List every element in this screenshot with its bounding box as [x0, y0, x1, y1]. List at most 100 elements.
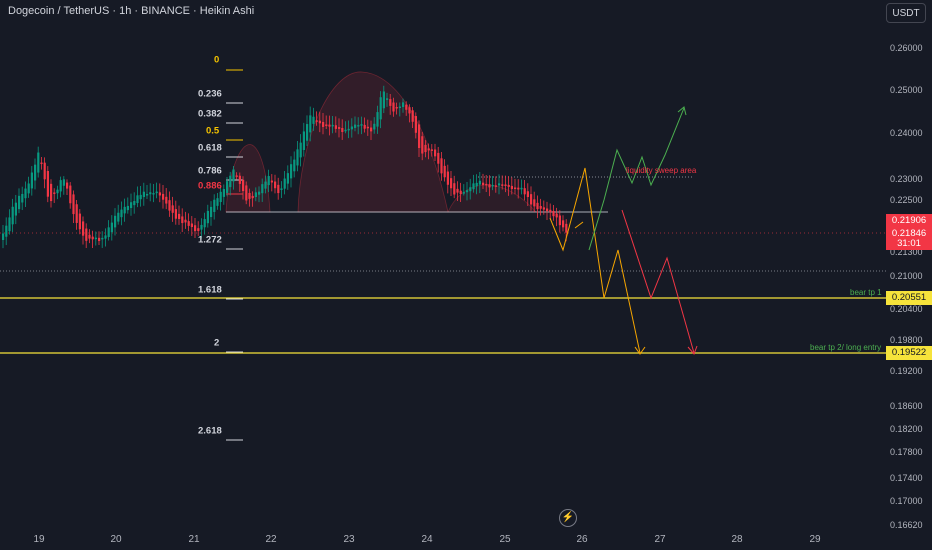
candle-body — [510, 185, 513, 190]
candle-body — [267, 176, 270, 186]
time-tick: 29 — [809, 534, 821, 545]
candle-body — [254, 192, 257, 198]
candle-body — [274, 181, 277, 189]
candle-body — [94, 237, 97, 240]
candle-body — [344, 129, 347, 132]
candle-body — [517, 187, 520, 190]
candle-body — [280, 188, 283, 190]
candle-body — [565, 223, 568, 233]
candle-body — [347, 128, 350, 131]
candle-body — [389, 99, 392, 106]
candle-body — [59, 180, 62, 192]
fib-label-1-272: 1.272 — [198, 234, 222, 246]
price-tick: 0.18600 — [890, 401, 923, 411]
candle-body — [386, 98, 389, 100]
candle-body — [261, 184, 264, 194]
price-tick: 0.23000 — [890, 174, 923, 184]
liquidity-sweep-label: liquidity sweep area — [626, 166, 697, 175]
candle-body — [296, 149, 299, 166]
candle-body — [430, 149, 433, 151]
candle-body — [536, 202, 539, 210]
projection-orange-arrowhead — [634, 346, 646, 355]
candle-body — [523, 188, 526, 195]
fib-label-1-618: 1.618 — [198, 284, 222, 296]
price-tick: 0.21300 — [890, 247, 923, 257]
candle-body — [293, 159, 296, 172]
candle-body — [520, 187, 523, 190]
candle-body — [117, 212, 120, 222]
candle-body — [142, 191, 145, 198]
candle-body — [456, 188, 459, 193]
candle-body — [30, 172, 33, 189]
candle-body — [171, 205, 174, 213]
candle-body — [2, 233, 5, 240]
candle-body — [472, 183, 475, 190]
candle-body — [370, 127, 373, 132]
projection-orange-b — [574, 221, 584, 229]
time-tick: 23 — [343, 534, 355, 545]
price-label-b: 0.21846 — [886, 227, 932, 241]
candle-body — [491, 184, 494, 187]
candle-body — [18, 195, 21, 210]
candle-body — [8, 217, 11, 232]
candle-body — [24, 188, 27, 199]
candle-body — [72, 194, 75, 215]
candle-body — [98, 237, 101, 242]
time-axis[interactable]: 19 20 21 22 23 24 25 26 27 28 29 — [0, 528, 886, 550]
currency-button[interactable]: USDT — [886, 3, 926, 23]
candle-body — [165, 196, 168, 204]
candle-body — [312, 116, 315, 124]
fib-label-0-5: 0.5 — [206, 125, 220, 137]
candle-body — [421, 136, 424, 154]
chart-canvas[interactable] — [0, 0, 886, 528]
fib-label-0-618: 0.618 — [198, 142, 222, 154]
candle-body — [501, 184, 504, 186]
candle-body — [469, 187, 472, 192]
candle-body — [290, 164, 293, 179]
candle-body — [43, 162, 46, 180]
candle-body — [37, 152, 40, 173]
chart-plot-area[interactable]: Dogecoin / TetherUS · 1h · BINANCE · Hei… — [0, 0, 886, 528]
candle-body — [206, 210, 209, 224]
candle-body — [158, 192, 161, 196]
price-tick: 0.19800 — [890, 335, 923, 345]
candle-body — [104, 235, 107, 239]
candle-body — [283, 178, 286, 189]
projection-green-arrowhead — [677, 106, 687, 116]
price-tick: 0.25000 — [890, 85, 923, 95]
candle-body — [40, 162, 43, 165]
price-tick: 0.17800 — [890, 447, 923, 457]
candle-body — [91, 236, 94, 240]
lightning-icon[interactable]: ⚡ — [559, 509, 577, 527]
candle-body — [34, 164, 37, 181]
candle-body — [475, 182, 478, 187]
candle-body — [21, 193, 24, 203]
time-tick: 24 — [421, 534, 433, 545]
symbol-title[interactable]: Dogecoin / TetherUS · 1h · BINANCE · Hei… — [8, 5, 255, 17]
time-tick: 25 — [499, 534, 511, 545]
candle-body — [299, 142, 302, 158]
candle-body — [552, 210, 555, 217]
projection-red-arrowhead — [687, 345, 698, 355]
candle-body — [14, 202, 17, 216]
price-axis[interactable]: 0.26000 0.25000 0.24000 0.23000 0.22500 … — [886, 28, 932, 530]
candle-body — [331, 124, 334, 127]
fib-label-2-618: 2.618 — [198, 425, 222, 437]
candle-body — [85, 228, 88, 241]
candle-body — [318, 120, 321, 124]
candle-body — [354, 124, 357, 128]
candle-body — [462, 192, 465, 194]
candle-body — [133, 200, 136, 206]
candle-body — [149, 192, 152, 195]
fib-tick-marks — [226, 69, 243, 441]
candle-body — [446, 171, 449, 185]
candle-body — [530, 194, 533, 205]
candle-body — [258, 191, 261, 195]
candle-body — [453, 183, 456, 195]
candle-body — [203, 219, 206, 228]
candle-body — [82, 221, 85, 236]
candle-body — [174, 209, 177, 219]
candle-body — [101, 237, 104, 240]
candle-body — [395, 107, 398, 109]
bear-tp1-price-label: 0.20551 — [886, 291, 932, 305]
